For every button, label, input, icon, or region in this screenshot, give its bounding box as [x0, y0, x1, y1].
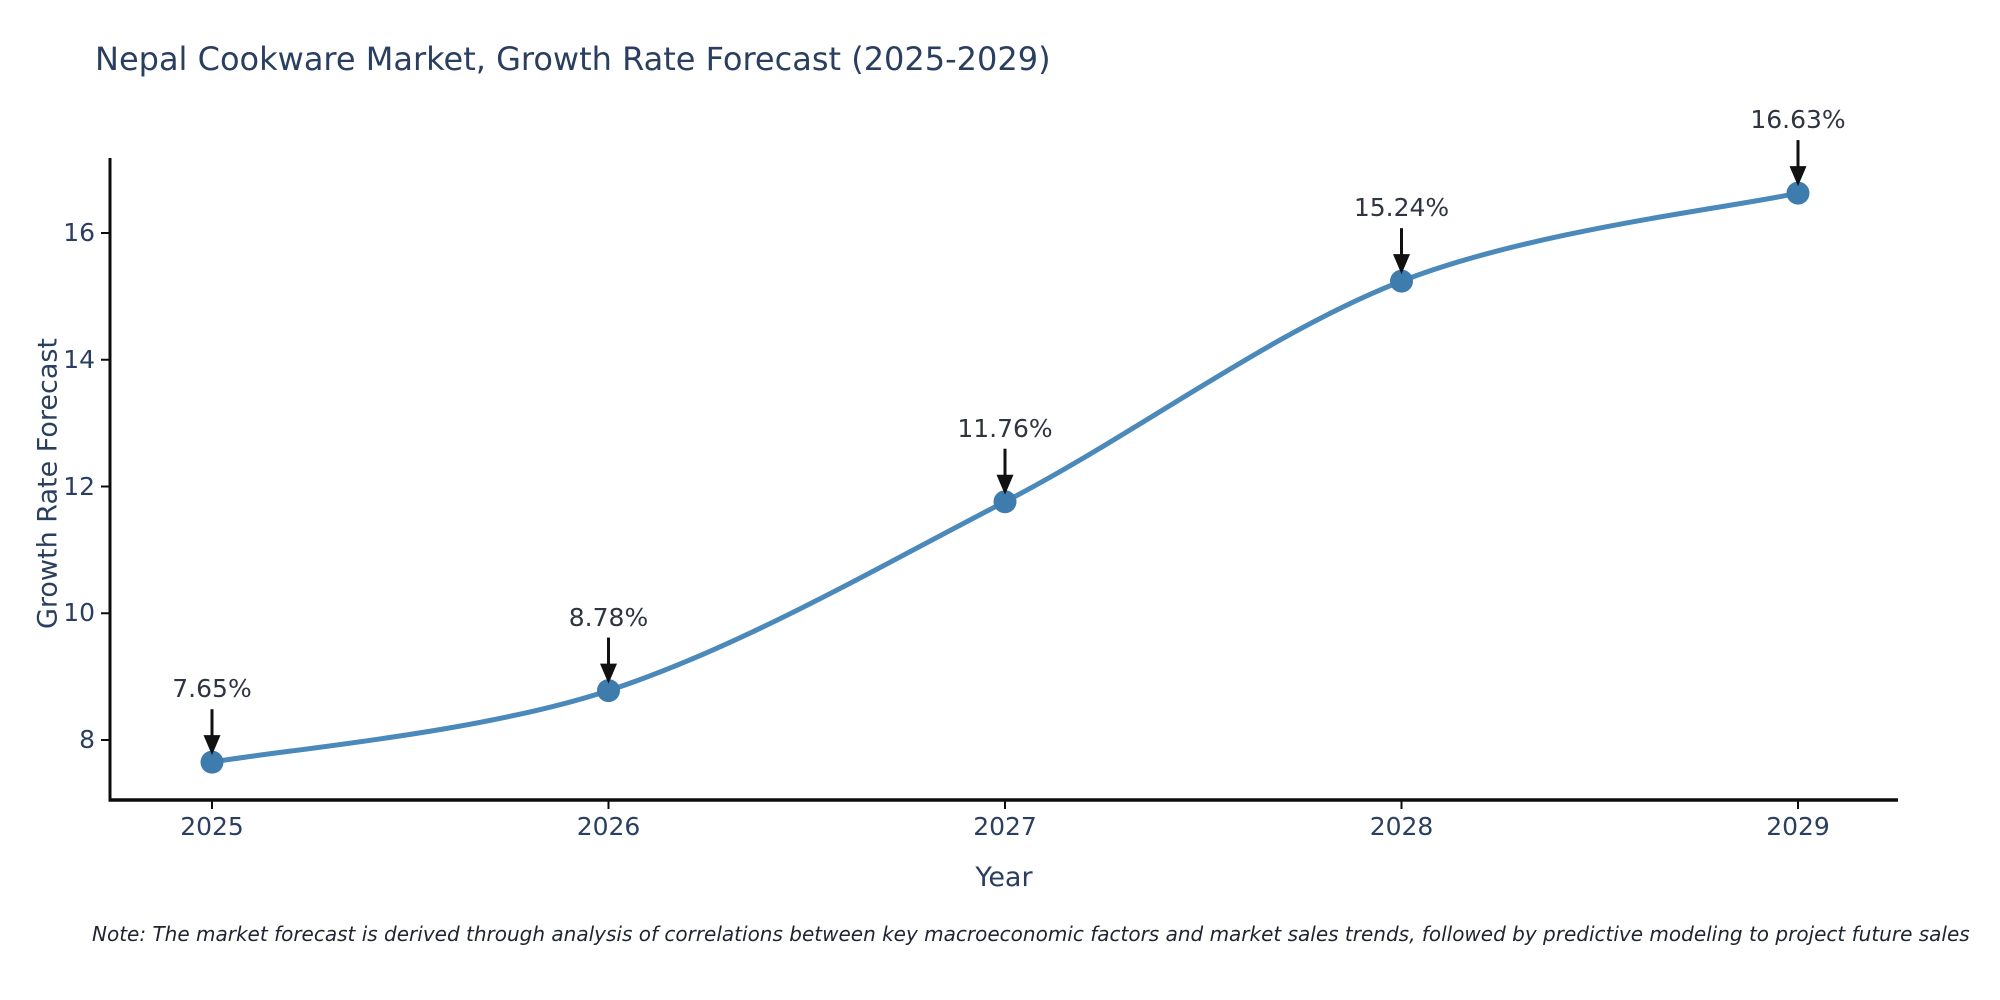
annotation-arrow-head [1789, 166, 1807, 187]
y-tick-label: 12 [63, 471, 95, 501]
point-annotation: 7.65% [172, 674, 252, 704]
x-axis-title: Year [975, 862, 1033, 893]
annotation-arrow-head [1393, 254, 1410, 275]
y-tick-label: 14 [63, 344, 95, 374]
annotation-arrow-head [203, 735, 221, 756]
y-tick-label: 10 [63, 598, 95, 628]
x-tick-label: 2027 [973, 812, 1037, 841]
point-marker [597, 679, 620, 703]
point-annotation: 8.78% [568, 602, 649, 632]
footnote: Note: The market forecast is derived thr… [92, 922, 1970, 946]
y-tick-label: 8 [79, 725, 95, 754]
annotation-arrow-head [600, 663, 617, 684]
point-annotation: 16.63% [1750, 105, 1846, 135]
point-marker [1786, 181, 1810, 205]
x-tick-label: 2028 [1369, 812, 1434, 841]
point-annotation: 15.24% [1353, 193, 1450, 223]
x-tick-label: 2029 [1766, 812, 1830, 841]
point-marker [1390, 269, 1413, 293]
point-marker [993, 490, 1017, 514]
chart-title: Nepal Cookware Market, Growth Rate Forec… [95, 40, 1051, 78]
point-marker [200, 750, 224, 774]
y-tick-label: 16 [63, 218, 95, 247]
annotation-arrow-head [996, 474, 1014, 495]
x-tick-label: 2025 [180, 812, 244, 841]
point-annotation: 11.76% [957, 413, 1053, 443]
x-tick-label: 2026 [576, 812, 641, 841]
